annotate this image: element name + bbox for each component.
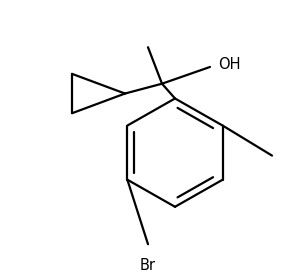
Text: Br: Br	[140, 258, 156, 273]
Text: OH: OH	[218, 57, 240, 71]
